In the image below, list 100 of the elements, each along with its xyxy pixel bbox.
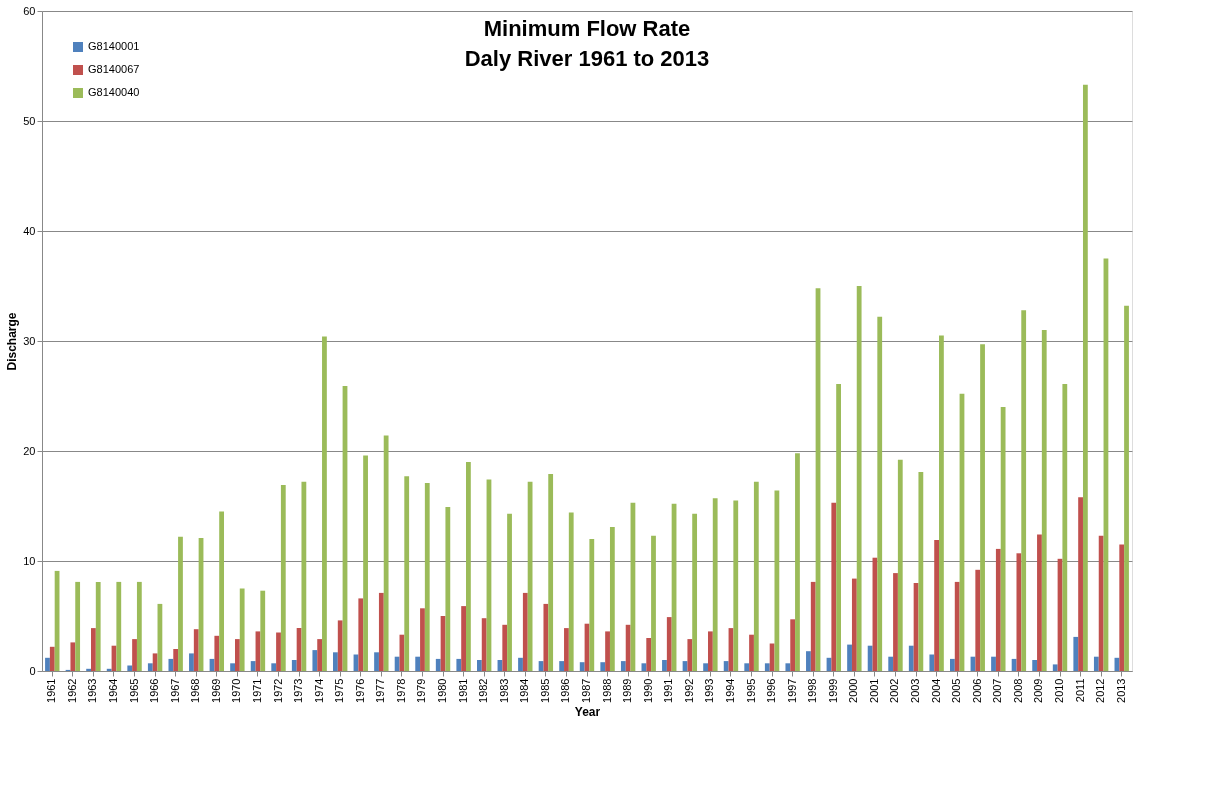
bar [173, 649, 179, 671]
bar [836, 383, 841, 671]
bar [764, 663, 770, 671]
bar [877, 316, 883, 671]
bar [918, 471, 924, 671]
bar [230, 663, 235, 671]
x-tick-label: 2013 [1114, 678, 1127, 703]
bar [193, 629, 199, 671]
bar [543, 603, 549, 671]
x-tick-label: 1986 [559, 678, 572, 703]
bar [564, 628, 569, 671]
x-tick-label: 1981 [456, 678, 469, 703]
bar [1124, 305, 1129, 671]
bar [954, 581, 960, 671]
bar [908, 645, 914, 671]
x-tick-label: 2003 [909, 678, 922, 703]
bar [949, 658, 955, 671]
x-tick-label: 1990 [641, 678, 654, 703]
bar [703, 663, 708, 671]
x-tick-label: 2001 [867, 678, 880, 703]
bar [605, 631, 610, 671]
x-tick-label: 1965 [127, 678, 140, 703]
x-tick-label: 1987 [580, 678, 592, 703]
x-tick-label: 1999 [826, 678, 839, 703]
bar [147, 663, 153, 671]
x-tick-label: 1976 [353, 678, 366, 703]
x-tick-label: 2010 [1053, 678, 1066, 703]
bar [687, 639, 693, 671]
x-tick-label: 1992 [682, 678, 695, 703]
bar [975, 569, 981, 671]
legend-label: G8140040 [88, 86, 140, 98]
bar [847, 644, 852, 671]
x-tick-label: 1971 [250, 678, 263, 703]
legend-label: G8140001 [88, 40, 140, 52]
x-tick-label: 1961 [45, 678, 58, 703]
bar [806, 651, 811, 671]
bar [116, 581, 122, 671]
bar [733, 500, 739, 671]
bar [75, 581, 81, 671]
bar [518, 657, 523, 671]
x-tick-label: 2011 [1073, 678, 1086, 703]
bar [1000, 407, 1006, 671]
legend-label: G8140067 [88, 63, 140, 75]
bar [383, 435, 389, 671]
bar [404, 476, 410, 671]
y-axis-title: Discharge [5, 312, 20, 371]
bar [106, 668, 112, 671]
bar [152, 653, 158, 671]
x-tick-label: 1988 [600, 678, 613, 703]
bar [1098, 535, 1104, 671]
x-tick-label: 1969 [209, 678, 222, 703]
y-tick-label: 0 [29, 664, 36, 677]
bar [939, 335, 944, 671]
bar [260, 590, 266, 671]
x-tick-label: 1967 [168, 678, 181, 703]
bar [312, 650, 318, 671]
y-tick-label: 40 [23, 224, 36, 237]
bar [481, 618, 487, 671]
x-tick-label: 2002 [888, 678, 901, 703]
bar [415, 656, 421, 671]
bar [435, 658, 441, 671]
x-tick-label: 1995 [744, 678, 757, 703]
bar [45, 657, 50, 671]
bar [749, 634, 754, 671]
bar [1037, 534, 1042, 671]
x-tick-label: 2007 [991, 678, 1004, 703]
bar [234, 639, 240, 671]
bar [291, 660, 297, 671]
x-tick-label: 1968 [189, 678, 202, 703]
x-tick-label: 1966 [148, 678, 161, 703]
x-tick-label: 1991 [662, 678, 675, 703]
bar [625, 624, 631, 671]
bar [991, 656, 996, 671]
x-tick-label: 2006 [970, 678, 983, 703]
bar [420, 608, 425, 671]
x-tick-label: 1962 [65, 678, 78, 703]
bar [445, 507, 451, 671]
bar [568, 512, 574, 671]
y-tick-label: 60 [23, 4, 36, 17]
y-tick-label: 30 [23, 334, 36, 347]
x-tick-label: 2004 [929, 678, 942, 703]
bar [1082, 84, 1088, 671]
x-tick-label: 1984 [518, 678, 531, 703]
bar [1062, 383, 1068, 671]
bar [271, 663, 277, 671]
bar [790, 619, 796, 671]
x-tick-label: 1973 [292, 678, 305, 703]
bar [744, 663, 750, 671]
bar [980, 344, 985, 671]
x-tick-label: 1996 [765, 678, 778, 703]
bar [579, 662, 585, 671]
bar [502, 624, 508, 671]
x-tick-label: 1963 [86, 678, 99, 703]
x-tick-label: 1993 [703, 678, 716, 703]
y-tick-label: 50 [23, 114, 36, 127]
x-tick-label: 1970 [230, 678, 243, 703]
bar [127, 665, 133, 671]
bar [1016, 553, 1022, 671]
bar [178, 536, 183, 671]
x-tick-label: 1980 [436, 678, 449, 703]
